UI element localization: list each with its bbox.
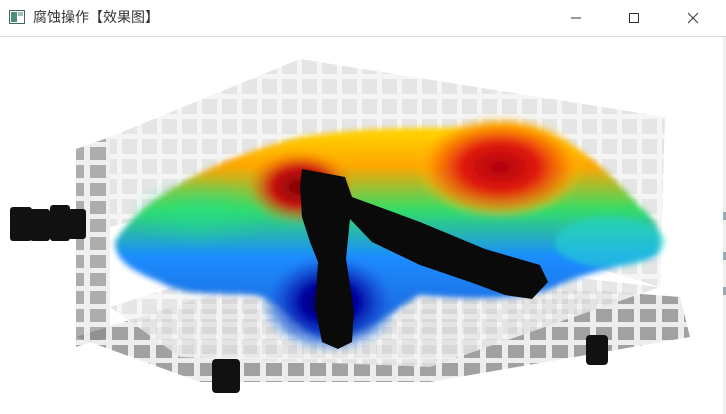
minimize-icon <box>571 17 581 19</box>
maximize-icon <box>629 13 639 23</box>
title-bar[interactable]: 腐蚀操作【效果图】 <box>0 0 726 37</box>
close-button[interactable] <box>670 0 716 36</box>
maximize-button[interactable] <box>611 0 657 36</box>
window-title: 腐蚀操作【效果图】 <box>33 10 159 26</box>
image-canvas <box>0 37 726 414</box>
scroll-mark-1 <box>723 212 726 220</box>
close-icon <box>687 12 699 24</box>
minimize-button[interactable] <box>553 0 599 36</box>
eroded-surface-image <box>10 59 690 393</box>
scroll-mark-2 <box>723 252 726 260</box>
eroded-blocks <box>10 205 608 393</box>
left-wall-grid <box>76 137 110 347</box>
scroll-mark-3 <box>723 287 726 295</box>
eroded-dark-mark <box>300 169 548 349</box>
right-edge-strip <box>723 37 726 414</box>
image-window-icon <box>9 10 25 24</box>
